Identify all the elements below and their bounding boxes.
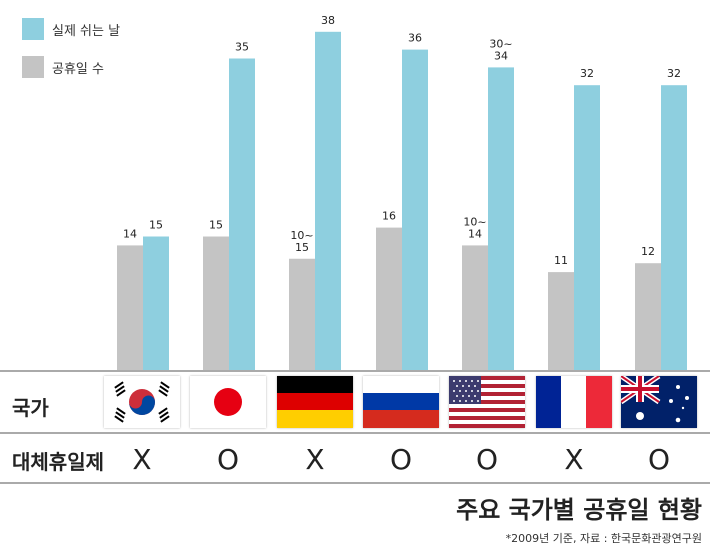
france-flag xyxy=(536,376,612,428)
country-row-label: 국가 xyxy=(12,396,49,420)
substitute-mark-usa: O xyxy=(475,443,499,476)
australia-flag xyxy=(621,376,697,428)
japan-flag xyxy=(190,376,266,428)
legend-label-actual: 실제 쉬는 날 xyxy=(52,23,121,39)
legend-swatch-actual xyxy=(22,18,44,40)
germany-flag xyxy=(277,376,353,428)
substitute-mark-france: X xyxy=(564,443,584,476)
actual-value-label-5: 32 xyxy=(580,67,594,80)
holiday-bar-3 xyxy=(376,227,402,370)
actual-bar-3 xyxy=(402,49,428,370)
actual-bar-2 xyxy=(315,31,341,371)
country-row xyxy=(0,370,710,434)
holiday-value-label-5: 11 xyxy=(554,254,568,267)
actual-value-label-3: 36 xyxy=(408,32,422,45)
holiday-value-label-2: 10~ 15 xyxy=(290,229,313,254)
actual-value-label-6: 32 xyxy=(667,67,681,80)
substitute-mark-australia: O xyxy=(647,443,671,476)
actual-bar-5 xyxy=(574,85,600,370)
holiday-bar-1 xyxy=(203,236,229,370)
chart-title: 주요 국가별 공휴일 현황 xyxy=(456,496,702,524)
usa-flag xyxy=(449,376,525,428)
legend-item-holiday: 공휴일 수 xyxy=(22,56,120,78)
russia-flag xyxy=(363,376,439,428)
actual-bar-0 xyxy=(143,236,169,370)
actual-value-label-1: 35 xyxy=(235,41,249,54)
actual-value-label-0: 15 xyxy=(149,219,163,232)
bar-chart: 14 15 10~ 15 16 10~ 14 11 12 15 35 38 36 30~ 34 32 32 xyxy=(117,14,687,371)
substitute-mark-russia: O xyxy=(389,443,413,476)
actual-bar-1 xyxy=(229,58,255,370)
substitute-row-label: 대체휴일제 xyxy=(12,450,104,474)
substitute-mark-japan: O xyxy=(216,443,240,476)
legend-item-actual: 실제 쉬는 날 xyxy=(22,18,120,40)
actual-bar-6 xyxy=(661,85,687,370)
legend: 실제 쉬는 날 공휴일 수 xyxy=(22,18,120,94)
holiday-bar-0 xyxy=(117,245,143,370)
holiday-value-label-4: 10~ 14 xyxy=(463,215,486,240)
korea-flag xyxy=(104,376,180,428)
holiday-bar-2 xyxy=(289,258,315,370)
actual-bar-4 xyxy=(488,67,514,371)
legend-swatch-holiday xyxy=(22,56,44,78)
holiday-bar-4 xyxy=(462,245,488,370)
holiday-value-label-3: 16 xyxy=(382,210,396,223)
substitute-mark-germany: X xyxy=(305,443,325,476)
holiday-value-label-1: 15 xyxy=(209,219,223,232)
holiday-bar-5 xyxy=(548,272,574,370)
substitute-row xyxy=(0,432,710,484)
holiday-value-label-6: 12 xyxy=(641,245,655,258)
holiday-bar-6 xyxy=(635,263,661,370)
legend-label-holiday: 공휴일 수 xyxy=(52,61,104,77)
substitute-mark-korea: X xyxy=(132,443,152,476)
source-note: *2009년 기준, 자료 : 한국문화관광연구원 xyxy=(505,532,702,545)
holiday-value-label-0: 14 xyxy=(123,227,137,240)
actual-value-label-2: 38 xyxy=(321,14,335,27)
actual-value-label-4: 30~ 34 xyxy=(489,37,512,62)
